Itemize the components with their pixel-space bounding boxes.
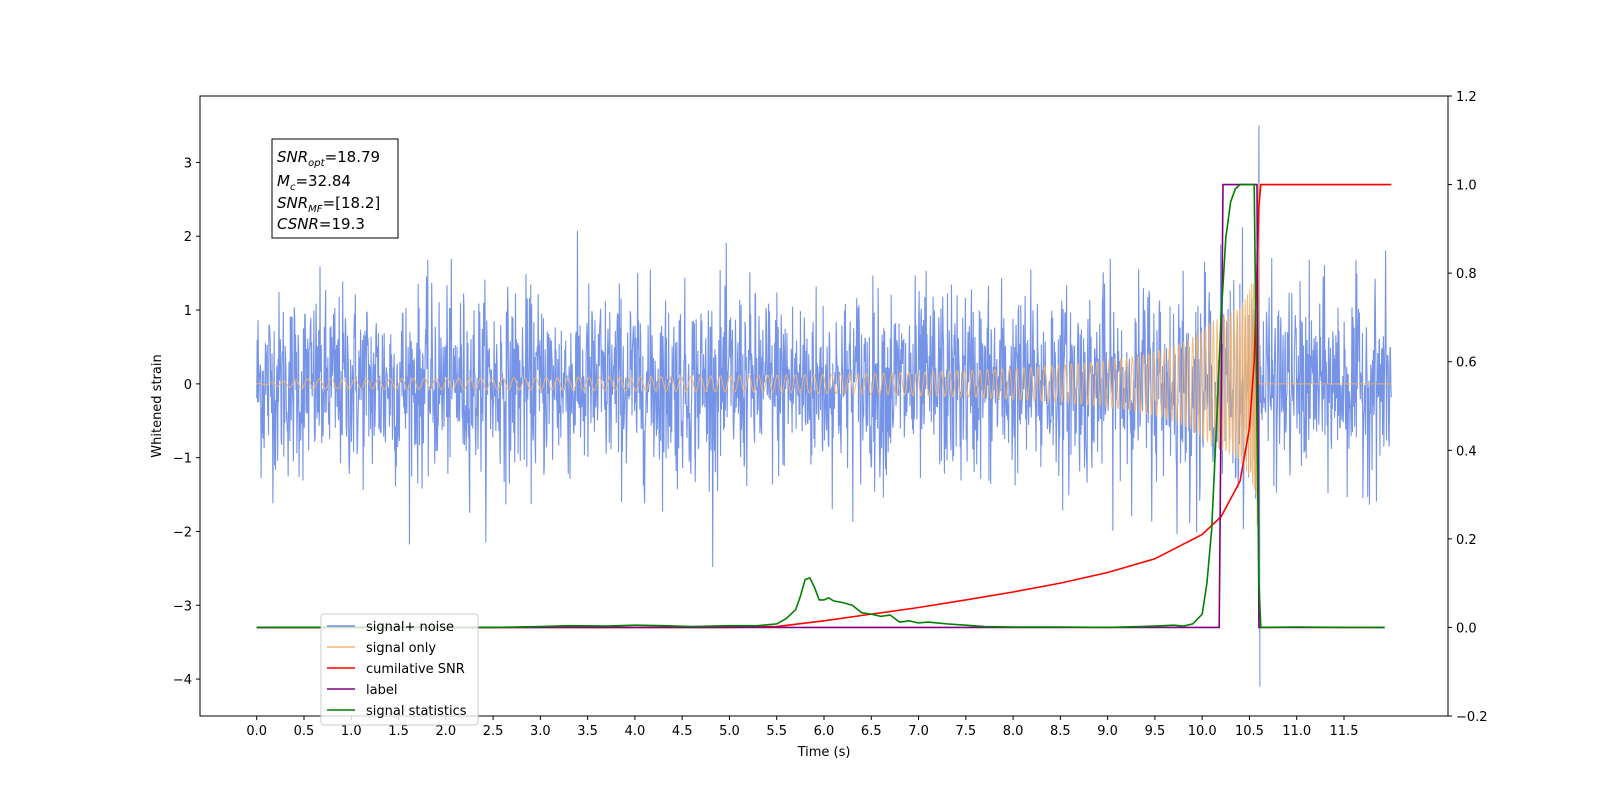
- y-tick-label: −4: [173, 673, 192, 688]
- series-layer: [256, 125, 1392, 687]
- x-tick-label: 10.5: [1235, 724, 1264, 739]
- series-signal-only: [256, 182, 1392, 526]
- annotation-snr-mf-value: =[18.2]: [323, 194, 381, 212]
- x-tick-label: 5.5: [766, 724, 787, 739]
- x-tick-label: 0.0: [246, 724, 267, 739]
- y-tick-label: −2: [173, 525, 192, 540]
- x-tick-label: 8.5: [1050, 724, 1071, 739]
- y-tick-label: 2: [184, 230, 192, 245]
- annotation-frame: [271, 138, 399, 239]
- y-axis-right: −0.2 0.0 0.2 0.4 0.6 0.8 1.0 1.2: [1448, 90, 1488, 725]
- y2-tick-label: −0.2: [1456, 710, 1488, 725]
- legend-label-cumilative-snr: cumilative SNR: [366, 662, 465, 677]
- annotation-snr-opt: SNRopt=18.79: [277, 148, 380, 169]
- x-tick-label: 9.5: [1145, 724, 1166, 739]
- x-tick-label: 3.0: [530, 724, 551, 739]
- annotation-mc: Mc=32.84: [277, 172, 351, 193]
- annotation-snr-mf: SNRMF=[18.2]: [277, 194, 380, 215]
- legend-frame: [320, 613, 479, 726]
- legend-label-signal-statistics: signal statistics: [366, 704, 467, 719]
- y2-tick-label: 0.2: [1456, 533, 1477, 548]
- plot-area: [199, 95, 1449, 717]
- annotation-mc-base: M: [277, 172, 290, 190]
- x-tick-label: 11.5: [1330, 724, 1359, 739]
- y2-tick-label: 1.2: [1456, 90, 1477, 105]
- annotation-snr-opt-sub: opt: [308, 158, 325, 169]
- annotation-snr-mf-sub: MF: [308, 204, 323, 215]
- x-tick-label: 2.5: [483, 724, 504, 739]
- x-tick-label: 8.0: [1003, 724, 1024, 739]
- x-tick-label: 1.5: [388, 724, 409, 739]
- x-tick-label: 4.5: [672, 724, 693, 739]
- x-axis-label: Time (s): [797, 745, 851, 760]
- legend-label-signal-only: signal only: [366, 641, 436, 656]
- x-tick-label: 11.0: [1282, 724, 1311, 739]
- y-axis-label: Whitened strain: [150, 354, 165, 457]
- annotation-mc-value: =32.84: [295, 172, 351, 190]
- annotation-mc-sub: c: [290, 182, 296, 193]
- y-tick-label: −1: [173, 452, 192, 467]
- y-tick-label: 1: [184, 304, 192, 319]
- y2-tick-label: 1.0: [1456, 179, 1477, 194]
- x-axis: 0.0 0.5 1.0 1.5 2.0 2.5 3.0 3.5 4.0 4.5 5.0 5.5 6.0 6…: [246, 716, 1358, 739]
- x-tick-label: 6.0: [814, 724, 835, 739]
- x-tick-label: 6.5: [861, 724, 882, 739]
- y-tick-label: 3: [184, 156, 192, 171]
- x-tick-label: 0.5: [294, 724, 315, 739]
- x-tick-label: 2.0: [435, 724, 456, 739]
- x-tick-label: 4.0: [625, 724, 646, 739]
- legend-label-label: label: [366, 683, 397, 698]
- y-tick-label: −3: [173, 599, 192, 614]
- x-tick-label: 3.5: [577, 724, 598, 739]
- x-tick-label: 9.0: [1097, 724, 1118, 739]
- annotation-snr-opt-value: =18.79: [325, 148, 381, 166]
- x-tick-label: 7.5: [955, 724, 976, 739]
- legend-label-signal-noise: signal+ noise: [366, 620, 454, 635]
- x-tick-label: 7.0: [908, 724, 929, 739]
- y2-tick-label: 0.6: [1456, 356, 1477, 371]
- annotation-csnr: CSNR=19.3: [277, 215, 365, 233]
- annotation-csnr-base: CSNR: [277, 215, 319, 233]
- x-tick-label: 1.0: [341, 724, 362, 739]
- series-signal-statistics: [256, 183, 1385, 629]
- annotation-csnr-value: =19.3: [319, 215, 365, 233]
- y2-tick-label: 0.4: [1456, 444, 1477, 459]
- y2-tick-label: 0.0: [1456, 621, 1477, 636]
- annotation-snr-opt-base: SNR: [277, 148, 308, 166]
- y2-tick-label: 0.8: [1456, 267, 1477, 282]
- x-tick-label: 5.0: [719, 724, 740, 739]
- y-tick-label: 0: [184, 378, 192, 393]
- x-tick-label: 10.0: [1188, 724, 1217, 739]
- legend: signal+ noise signal only cumilative SNR la…: [320, 613, 479, 726]
- annotation-snr-mf-base: SNR: [277, 194, 308, 212]
- annotation-box: SNRopt=18.79 Mc=32.84 SNRMF=[18.2] CSNR=…: [271, 138, 399, 239]
- series-cumilative-snr: [256, 183, 1392, 629]
- y-axis-left: −4 −3 −2 −1 0 1 2 3: [173, 156, 200, 688]
